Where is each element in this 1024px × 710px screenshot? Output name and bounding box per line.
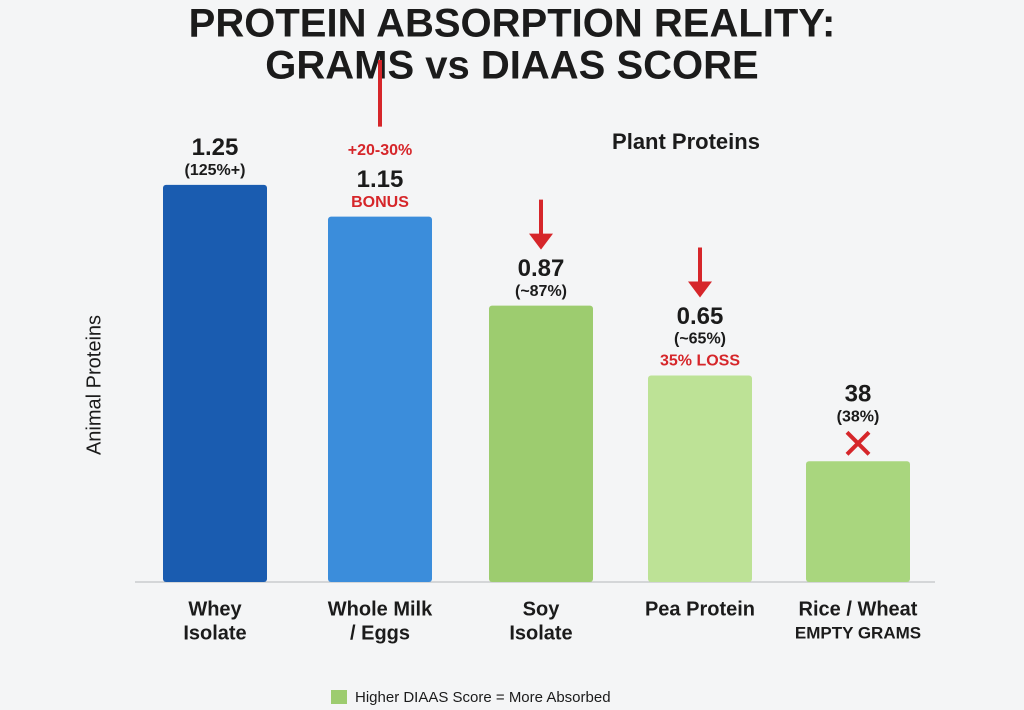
note-below: BONUS	[351, 194, 409, 211]
x-tick-label: Whole Milk	[328, 598, 433, 620]
note-below: (125%+)	[185, 162, 246, 179]
bar	[489, 305, 593, 582]
x-tick-label: Isolate	[509, 622, 572, 644]
bar	[328, 216, 432, 582]
x-tick-label: Rice / Wheat	[799, 598, 918, 620]
group-label: Plant Proteins	[612, 129, 760, 154]
arrow-head	[688, 281, 712, 298]
chart-title: GRAMS vs DIAAS SCORE	[265, 44, 758, 88]
arrow-head	[529, 233, 553, 250]
x-tick-label: / Eggs	[350, 622, 410, 644]
legend-label: Higher DIAAS Score = More Absorbed	[355, 689, 611, 706]
x-tick-label: Whey	[188, 598, 242, 620]
note-extra: 35% LOSS	[660, 353, 740, 370]
note-above: +20-30%	[348, 142, 413, 159]
value-label: 1.25	[192, 134, 239, 161]
chart-title: PROTEIN ABSORPTION REALITY:	[189, 2, 836, 46]
value-label: 0.87	[518, 255, 565, 282]
x-tick-label: Soy	[523, 598, 561, 620]
value-label: 0.65	[677, 303, 724, 330]
y-axis-label: Animal Proteins	[83, 315, 105, 455]
x-tick-label: Isolate	[183, 622, 246, 644]
x-tick-label: EMPTY GRAMS	[795, 623, 921, 642]
note-below: (~87%)	[515, 283, 567, 300]
legend-swatch	[331, 690, 347, 704]
cross	[845, 430, 871, 456]
bar	[163, 184, 267, 582]
note-below: (38%)	[837, 408, 880, 425]
note-below: (~65%)	[674, 331, 726, 348]
x-tick-label: Pea Protein	[645, 598, 755, 620]
value-label: 1.15	[357, 166, 404, 193]
value-label: 38	[845, 381, 872, 408]
bar	[806, 461, 910, 582]
bar	[648, 375, 752, 582]
